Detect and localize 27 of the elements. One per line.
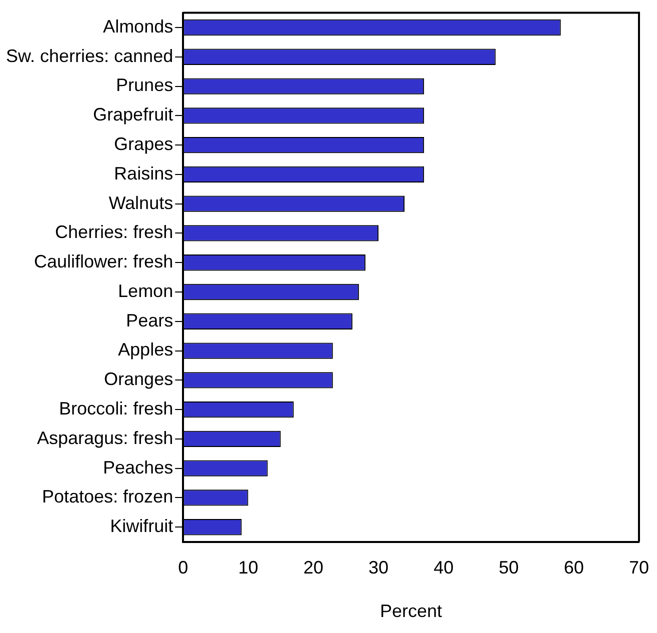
y-tick-label: Apples xyxy=(118,340,174,360)
x-tick-label: 70 xyxy=(628,558,650,578)
y-tick-label: Cherries: fresh xyxy=(55,222,174,242)
y-tick-label: Walnuts xyxy=(108,192,174,213)
y-tick-label: Cauliflower: fresh xyxy=(34,252,174,272)
x-tick-label: 50 xyxy=(498,558,519,578)
y-tick-label: Raisins xyxy=(114,163,174,184)
y-tick-label: Peaches xyxy=(103,457,174,478)
x-tick-label: 60 xyxy=(564,558,584,578)
y-tick-label: Prunes xyxy=(116,75,174,96)
y-tick-label: Broccoli: fresh xyxy=(59,398,174,419)
x-tick-label: 20 xyxy=(303,558,324,578)
y-tick-label: Sw. cherries: canned xyxy=(6,46,174,66)
y-tick-label: Kiwifruit xyxy=(110,516,174,536)
x-tick-label: 10 xyxy=(238,558,258,578)
y-tick-label: Grapes xyxy=(114,134,174,154)
x-tick-label: 30 xyxy=(368,558,388,578)
x-tick-label: 40 xyxy=(434,558,454,578)
y-tick-label: Potatoes: frozen xyxy=(42,486,174,507)
y-tick-label: Pears xyxy=(126,310,174,330)
y-tick-label: Almonds xyxy=(103,16,174,36)
x-tick-label: 0 xyxy=(178,558,188,578)
y-tick-label: Lemon xyxy=(118,280,174,301)
y-tick-label: Grapefruit xyxy=(93,104,174,125)
y-tick-label: Asparagus: fresh xyxy=(37,428,174,448)
y-tick-label: Oranges xyxy=(104,369,174,390)
x-axis-title: Percent xyxy=(380,601,442,622)
